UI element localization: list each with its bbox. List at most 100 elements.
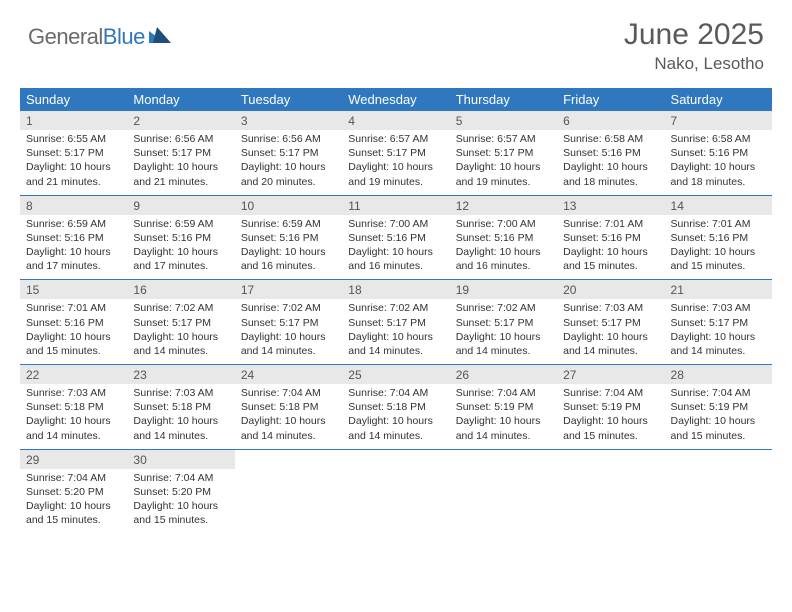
- daylight-text-1: Daylight: 10 hours: [133, 414, 228, 428]
- day-content-cell: Sunrise: 6:57 AMSunset: 5:17 PMDaylight:…: [450, 130, 557, 195]
- daylight-text-1: Daylight: 10 hours: [241, 245, 336, 259]
- day-content-row: Sunrise: 6:55 AMSunset: 5:17 PMDaylight:…: [20, 130, 772, 195]
- daylight-text-2: and 17 minutes.: [133, 259, 228, 273]
- sunrise-text: Sunrise: 7:04 AM: [348, 386, 443, 400]
- daylight-text-1: Daylight: 10 hours: [456, 160, 551, 174]
- day-content-cell: Sunrise: 7:01 AMSunset: 5:16 PMDaylight:…: [20, 299, 127, 364]
- daylight-text-2: and 16 minutes.: [456, 259, 551, 273]
- day-content-cell: Sunrise: 6:59 AMSunset: 5:16 PMDaylight:…: [235, 215, 342, 280]
- sunrise-text: Sunrise: 7:00 AM: [348, 217, 443, 231]
- sunrise-text: Sunrise: 7:02 AM: [241, 301, 336, 315]
- daylight-text-1: Daylight: 10 hours: [26, 160, 121, 174]
- sunrise-text: Sunrise: 7:04 AM: [26, 471, 121, 485]
- col-monday: Monday: [127, 88, 234, 111]
- daylight-text-1: Daylight: 10 hours: [26, 245, 121, 259]
- daylight-text-1: Daylight: 10 hours: [456, 414, 551, 428]
- day-number-cell: 22: [20, 365, 127, 384]
- day-number-cell: [557, 450, 664, 469]
- sunrise-text: Sunrise: 7:01 AM: [563, 217, 658, 231]
- day-number-cell: 12: [450, 196, 557, 215]
- sunrise-text: Sunrise: 6:56 AM: [241, 132, 336, 146]
- daylight-text-1: Daylight: 10 hours: [26, 330, 121, 344]
- daylight-text-2: and 14 minutes.: [348, 344, 443, 358]
- daylight-text-2: and 14 minutes.: [26, 429, 121, 443]
- sunset-text: Sunset: 5:16 PM: [26, 231, 121, 245]
- sunset-text: Sunset: 5:17 PM: [241, 316, 336, 330]
- sunset-text: Sunset: 5:17 PM: [133, 316, 228, 330]
- sunset-text: Sunset: 5:19 PM: [563, 400, 658, 414]
- day-number-row: 2930: [20, 450, 772, 469]
- day-content-cell: Sunrise: 7:03 AMSunset: 5:18 PMDaylight:…: [20, 384, 127, 449]
- day-number-cell: [235, 450, 342, 469]
- sunset-text: Sunset: 5:16 PM: [563, 146, 658, 160]
- day-number-cell: 2: [127, 111, 234, 130]
- day-number-cell: 14: [665, 196, 772, 215]
- day-number-cell: 1: [20, 111, 127, 130]
- sunset-text: Sunset: 5:16 PM: [241, 231, 336, 245]
- sunset-text: Sunset: 5:17 PM: [456, 316, 551, 330]
- day-number-cell: 19: [450, 280, 557, 299]
- col-sunday: Sunday: [20, 88, 127, 111]
- daylight-text-1: Daylight: 10 hours: [348, 330, 443, 344]
- daylight-text-2: and 18 minutes.: [671, 175, 766, 189]
- day-number-cell: 3: [235, 111, 342, 130]
- day-content-cell: Sunrise: 7:03 AMSunset: 5:17 PMDaylight:…: [665, 299, 772, 364]
- daylight-text-2: and 14 minutes.: [348, 429, 443, 443]
- sunset-text: Sunset: 5:19 PM: [671, 400, 766, 414]
- month-title: June 2025: [624, 18, 764, 52]
- triangle-icon: [149, 27, 171, 48]
- daylight-text-1: Daylight: 10 hours: [26, 414, 121, 428]
- day-content-cell: Sunrise: 7:02 AMSunset: 5:17 PMDaylight:…: [342, 299, 449, 364]
- daylight-text-1: Daylight: 10 hours: [241, 330, 336, 344]
- col-thursday: Thursday: [450, 88, 557, 111]
- col-tuesday: Tuesday: [235, 88, 342, 111]
- day-number-cell: [665, 450, 772, 469]
- day-number-cell: 11: [342, 196, 449, 215]
- day-number-cell: 8: [20, 196, 127, 215]
- sunrise-text: Sunrise: 7:04 AM: [241, 386, 336, 400]
- day-number-cell: 18: [342, 280, 449, 299]
- sunset-text: Sunset: 5:17 PM: [133, 146, 228, 160]
- daylight-text-2: and 15 minutes.: [563, 259, 658, 273]
- daylight-text-1: Daylight: 10 hours: [348, 245, 443, 259]
- day-number-cell: 26: [450, 365, 557, 384]
- day-number-row: 891011121314: [20, 196, 772, 215]
- sunset-text: Sunset: 5:17 PM: [241, 146, 336, 160]
- col-wednesday: Wednesday: [342, 88, 449, 111]
- daylight-text-2: and 17 minutes.: [26, 259, 121, 273]
- col-friday: Friday: [557, 88, 664, 111]
- sunrise-text: Sunrise: 7:00 AM: [456, 217, 551, 231]
- sunrise-text: Sunrise: 7:02 AM: [348, 301, 443, 315]
- daylight-text-2: and 21 minutes.: [26, 175, 121, 189]
- day-number-row: 15161718192021: [20, 280, 772, 299]
- day-number-cell: 28: [665, 365, 772, 384]
- day-content-cell: Sunrise: 7:02 AMSunset: 5:17 PMDaylight:…: [450, 299, 557, 364]
- sunset-text: Sunset: 5:16 PM: [671, 231, 766, 245]
- sunset-text: Sunset: 5:17 PM: [456, 146, 551, 160]
- brand-part2: Blue: [103, 24, 145, 49]
- day-content-cell: Sunrise: 6:56 AMSunset: 5:17 PMDaylight:…: [235, 130, 342, 195]
- day-content-cell: Sunrise: 6:57 AMSunset: 5:17 PMDaylight:…: [342, 130, 449, 195]
- daylight-text-1: Daylight: 10 hours: [133, 245, 228, 259]
- sunset-text: Sunset: 5:16 PM: [456, 231, 551, 245]
- day-number-cell: [342, 450, 449, 469]
- daylight-text-2: and 18 minutes.: [563, 175, 658, 189]
- day-number-cell: 29: [20, 450, 127, 469]
- sunrise-text: Sunrise: 7:04 AM: [563, 386, 658, 400]
- day-content-cell: Sunrise: 7:03 AMSunset: 5:18 PMDaylight:…: [127, 384, 234, 449]
- day-number-cell: 7: [665, 111, 772, 130]
- daylight-text-1: Daylight: 10 hours: [456, 330, 551, 344]
- daylight-text-1: Daylight: 10 hours: [133, 330, 228, 344]
- day-header-row: Sunday Monday Tuesday Wednesday Thursday…: [20, 88, 772, 111]
- daylight-text-2: and 14 minutes.: [563, 344, 658, 358]
- daylight-text-2: and 19 minutes.: [456, 175, 551, 189]
- calendar-table: Sunday Monday Tuesday Wednesday Thursday…: [20, 88, 772, 533]
- day-content-cell: Sunrise: 7:00 AMSunset: 5:16 PMDaylight:…: [450, 215, 557, 280]
- daylight-text-2: and 14 minutes.: [241, 344, 336, 358]
- sunrise-text: Sunrise: 6:58 AM: [671, 132, 766, 146]
- daylight-text-1: Daylight: 10 hours: [671, 330, 766, 344]
- daylight-text-2: and 16 minutes.: [241, 259, 336, 273]
- day-content-row: Sunrise: 6:59 AMSunset: 5:16 PMDaylight:…: [20, 215, 772, 280]
- location-label: Nako, Lesotho: [624, 54, 764, 74]
- daylight-text-2: and 14 minutes.: [241, 429, 336, 443]
